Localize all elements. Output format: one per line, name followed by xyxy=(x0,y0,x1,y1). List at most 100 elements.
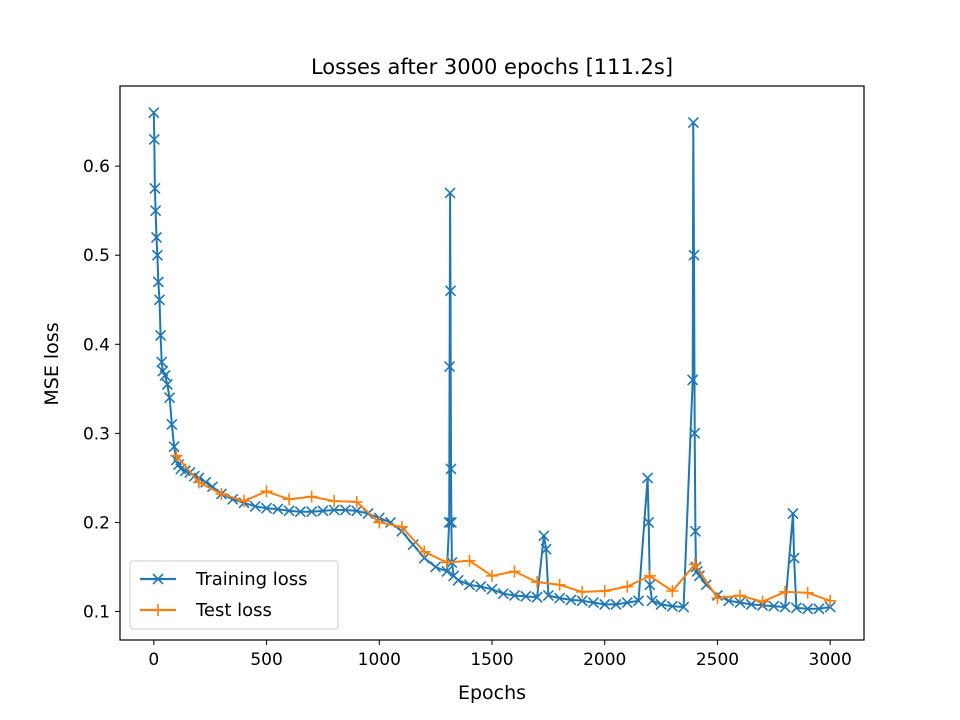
training-loss-point xyxy=(283,505,295,517)
training-loss-point-stroke xyxy=(445,463,457,475)
test-loss-point xyxy=(283,493,296,506)
test-loss-point xyxy=(756,595,769,608)
training-loss-point-stroke xyxy=(538,530,550,542)
training-loss-point xyxy=(444,360,456,373)
training-loss-point-stroke xyxy=(768,600,780,612)
training-loss-point xyxy=(407,539,419,551)
training-loss-point-stroke xyxy=(200,476,212,488)
training-loss-point xyxy=(787,507,799,520)
training-loss-point-stroke xyxy=(283,505,295,517)
training-loss-point xyxy=(445,463,457,475)
training-loss-point xyxy=(689,427,701,439)
training-loss-point-stroke xyxy=(317,505,329,517)
training-loss-point xyxy=(452,574,464,586)
training-loss-point-stroke xyxy=(351,505,363,517)
training-loss-point xyxy=(339,504,352,516)
training-loss-point-stroke xyxy=(813,603,825,615)
training-loss-point xyxy=(632,595,645,607)
training-loss-point-stroke xyxy=(688,249,700,261)
test-loss-point xyxy=(508,565,521,578)
training-loss-point xyxy=(148,133,160,146)
training-loss-point-stroke xyxy=(444,285,457,297)
test-loss-point xyxy=(824,594,837,607)
x-axis-label: Epochs xyxy=(458,682,526,704)
test-loss-point xyxy=(531,576,544,589)
training-loss-point-stroke xyxy=(531,591,543,603)
training-loss-point-stroke xyxy=(148,107,160,119)
y-tick-label: 0.4 xyxy=(83,335,110,355)
training-loss-point-stroke xyxy=(260,502,273,514)
training-loss-point-stroke xyxy=(610,598,622,610)
training-loss-point xyxy=(621,597,633,609)
training-loss-point-stroke xyxy=(362,507,374,520)
chart-title: Losses after 3000 epochs [111.2s] xyxy=(311,55,673,79)
training-loss-point-stroke xyxy=(430,561,442,573)
training-loss-point xyxy=(655,598,667,610)
training-loss-point-stroke xyxy=(418,552,430,564)
legend-training-marker-glyph xyxy=(152,573,164,585)
training-loss-point-stroke xyxy=(599,598,611,610)
x-tick-label: 1000 xyxy=(358,650,401,670)
test-loss-point xyxy=(643,569,656,582)
test-loss-point xyxy=(328,495,341,508)
training-loss-point xyxy=(531,591,543,603)
training-loss-point-stroke xyxy=(689,525,701,537)
training-loss-point-stroke xyxy=(272,503,284,515)
training-loss-point-stroke xyxy=(497,588,509,600)
training-loss-point xyxy=(249,500,261,512)
training-loss-point xyxy=(643,516,655,528)
y-tick-label: 0.1 xyxy=(83,602,110,622)
training-loss-point-stroke xyxy=(565,594,577,606)
training-loss-point-stroke xyxy=(150,205,162,217)
y-tick-label: 0.3 xyxy=(83,424,110,444)
training-loss-point-stroke xyxy=(206,481,219,493)
test-loss-point xyxy=(734,589,746,602)
test-loss-point xyxy=(553,578,566,591)
training-loss-point-stroke xyxy=(790,602,802,614)
training-loss-point xyxy=(155,329,167,341)
training-loss-point xyxy=(260,502,273,514)
y-axis-ticks: 0.1 0.2 0.3 0.4 0.5 0.6 xyxy=(83,157,120,622)
training-loss-point xyxy=(540,543,552,555)
training-loss-point xyxy=(444,285,457,297)
test-loss-point xyxy=(779,585,792,598)
training-loss-point xyxy=(443,516,455,528)
training-loss-point-stroke xyxy=(441,565,453,577)
training-loss-point-stroke xyxy=(621,597,633,609)
training-loss-point xyxy=(813,603,825,615)
test-loss-point xyxy=(463,554,476,567)
training-loss-point xyxy=(520,590,532,602)
training-loss-point xyxy=(790,602,802,614)
training-loss-point-stroke xyxy=(153,294,166,306)
training-loss-point-stroke xyxy=(643,516,655,528)
training-loss-point-stroke xyxy=(689,427,701,439)
training-loss-point-stroke xyxy=(554,592,566,604)
training-loss-point xyxy=(294,506,306,518)
training-loss-point-stroke xyxy=(687,116,699,129)
training-loss-point-stroke xyxy=(155,329,167,341)
training-loss-point-stroke xyxy=(475,580,487,593)
training-loss-point xyxy=(689,525,701,537)
training-loss-point-stroke xyxy=(157,365,169,377)
training-loss-point xyxy=(351,505,363,517)
training-loss-point-stroke xyxy=(328,504,340,516)
training-loss-point-stroke xyxy=(306,506,318,518)
test-loss-point xyxy=(238,495,250,508)
training-loss-point xyxy=(700,579,712,591)
test-loss-point xyxy=(350,495,363,508)
training-loss-point xyxy=(587,597,600,609)
legend-test-marker xyxy=(152,604,164,616)
training-loss-point xyxy=(779,601,791,613)
training-loss-point-stroke xyxy=(463,579,476,591)
training-loss-point xyxy=(745,598,757,610)
test-loss-point xyxy=(711,592,724,605)
legend-training-label: Training loss xyxy=(195,569,308,590)
x-tick-label: 500 xyxy=(250,650,282,670)
legend-test-label: Test loss xyxy=(195,600,272,621)
y-tick-label: 0.5 xyxy=(83,246,110,266)
test-loss-point xyxy=(260,485,273,498)
test-loss-point xyxy=(598,585,611,598)
training-loss-point xyxy=(272,503,284,515)
training-loss-point-stroke xyxy=(166,418,178,431)
training-loss-point-stroke xyxy=(779,601,791,613)
